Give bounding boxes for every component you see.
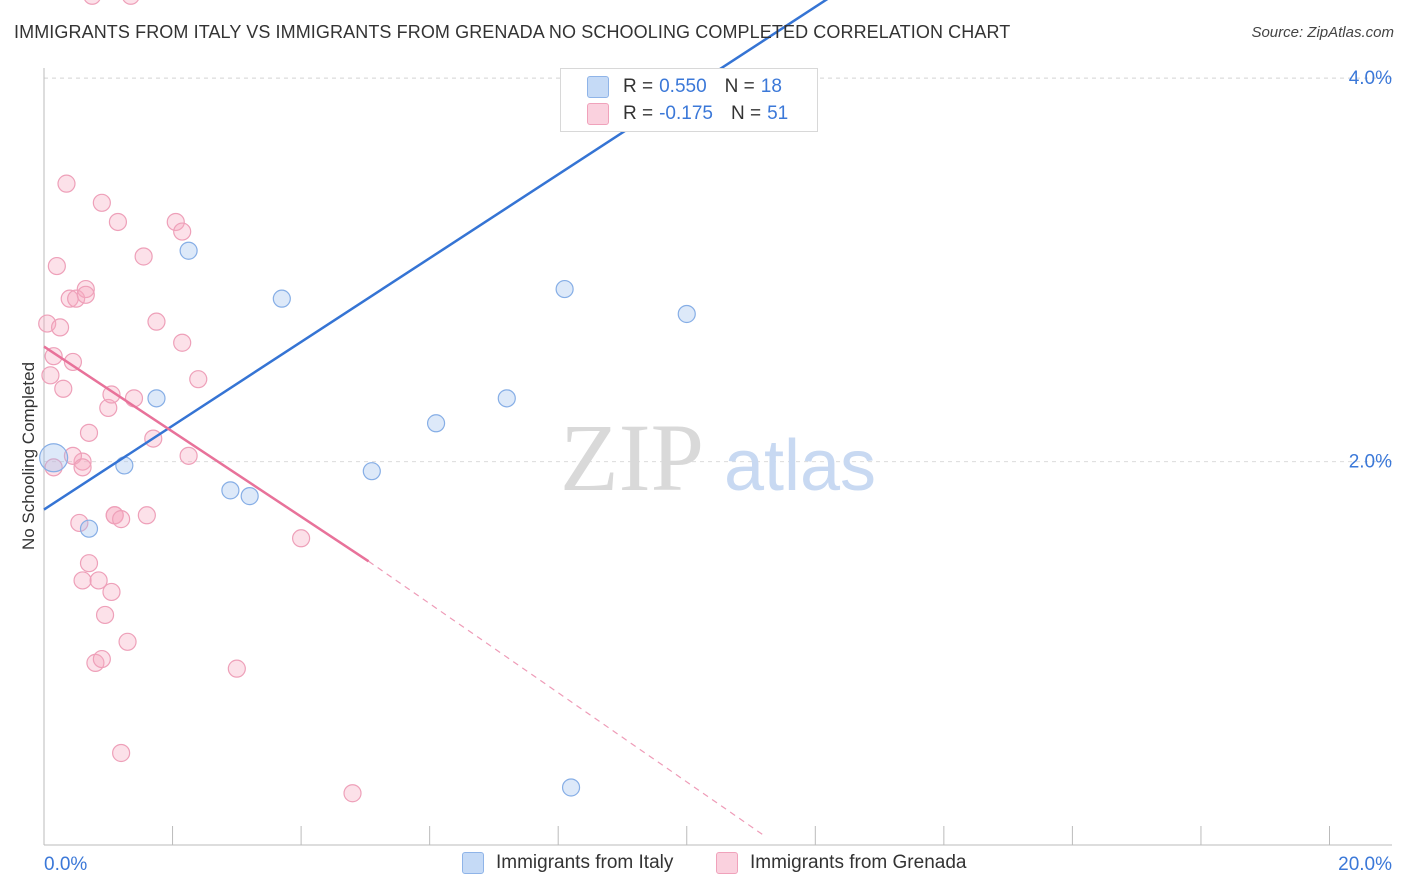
grenada-point-4 <box>47 256 66 276</box>
grenada-point-23 <box>99 398 118 418</box>
italy-point-0 <box>39 443 69 473</box>
legend-grenada-r-label: R = <box>623 103 654 124</box>
legend-grenada-n-value: 51 <box>767 103 789 124</box>
bottom-legend-italy: Immigrants from Italy <box>462 852 673 874</box>
bottom-legend-swatch-grenada <box>716 852 738 874</box>
correlation-legend: R = 0.550 N = 18 R = -0.175 N = 51 <box>560 68 818 132</box>
grenada-point-44 <box>189 370 208 389</box>
x-tick-label-min: 0.0% <box>44 854 87 875</box>
grenada-point-35 <box>137 506 156 525</box>
italy-point-14 <box>561 778 581 797</box>
italy-point-1 <box>79 519 99 538</box>
y-tick-label-2: 2.0% <box>1349 452 1392 473</box>
grenada-point-41 <box>173 222 192 241</box>
grenada-point-5 <box>50 318 70 337</box>
legend-italy-n-value: 18 <box>760 76 782 97</box>
italy-point-13 <box>555 279 574 299</box>
grenada-point-22 <box>95 605 115 625</box>
legend-italy-r-label: R = <box>623 76 654 97</box>
grenada-point-37 <box>147 312 166 331</box>
italy-point-5 <box>221 481 240 500</box>
chart-title: IMMIGRANTS FROM ITALY VS IMMIGRANTS FROM… <box>14 22 1011 42</box>
grenada-point-9 <box>63 352 83 372</box>
grenada-point-33 <box>124 389 144 408</box>
tick-labels: 2.0%4.0%6.0%8.0%0.0%20.0% <box>44 68 1392 875</box>
grenada-point-2 <box>44 347 63 366</box>
grenada-point-43 <box>179 446 198 465</box>
italy-point-10 <box>362 462 381 481</box>
grenada-point-47 <box>227 659 246 678</box>
legend-italy-n-label: N = <box>724 76 755 97</box>
grenada-point-7 <box>57 174 76 193</box>
italy-point-2 <box>115 456 134 475</box>
italy-point-11 <box>426 414 446 433</box>
grenada-point-24 <box>102 582 121 602</box>
x-tick-label-max: 20.0% <box>1338 854 1392 875</box>
italy-point-7 <box>272 289 291 308</box>
bottom-legend-italy-label: Immigrants from Italy <box>496 852 674 873</box>
italy-point-3 <box>147 389 166 408</box>
italy-point-15 <box>677 304 696 324</box>
legend-swatch-italy <box>587 76 609 98</box>
grenada-point-46 <box>73 458 92 477</box>
grenada-trend-extension <box>368 560 765 836</box>
grenada-point-21 <box>76 285 95 304</box>
grenada-point-11 <box>70 513 89 533</box>
grenada-point-34 <box>134 247 153 266</box>
series-grenada-points <box>38 0 362 803</box>
grenada-point-25 <box>92 193 111 212</box>
grenada-point-10 <box>67 289 86 308</box>
grenada-point-42 <box>173 333 192 352</box>
bottom-legend-grenada: Immigrants from Grenada <box>716 852 966 874</box>
y-axis-label: No Schooling Completed <box>19 362 38 550</box>
grenada-point-49 <box>343 784 362 803</box>
watermark-atlas: atlas <box>724 426 876 506</box>
legend-grenada-r-value: -0.175 <box>659 103 713 124</box>
grenada-point-16 <box>84 0 101 5</box>
legend-row-italy: R = 0.550 N = 18 <box>587 74 782 100</box>
grenada-point-50 <box>102 385 121 404</box>
grenada-point-1 <box>41 366 60 385</box>
italy-point-12 <box>497 389 516 408</box>
y-tick-label-4: 4.0% <box>1349 68 1392 89</box>
italy-point-4 <box>179 241 198 260</box>
grenada-point-12 <box>73 571 92 590</box>
axes <box>43 68 1392 846</box>
italy-point-6 <box>240 487 259 506</box>
legend-swatch-grenada <box>587 103 609 125</box>
bottom-legend-swatch-italy <box>462 852 484 874</box>
grenada-point-15 <box>79 554 99 573</box>
legend-italy-r-value: 0.550 <box>659 76 707 97</box>
grenada-point-40 <box>166 212 185 232</box>
legend-row-grenada: R = -0.175 N = 51 <box>587 101 788 127</box>
bottom-legend-grenada-label: Immigrants from Grenada <box>750 852 967 873</box>
grenada-point-14 <box>79 423 99 442</box>
grenada-point-30 <box>122 0 139 5</box>
grenada-point-18 <box>89 571 108 590</box>
grenada-point-19 <box>92 649 111 669</box>
grenada-trend-line <box>43 345 370 563</box>
grenada-point-6 <box>54 379 73 398</box>
grenada-point-45 <box>112 510 131 529</box>
grenada-point-20 <box>76 279 95 299</box>
watermark: ZIP atlas <box>560 404 876 511</box>
legend-grenada-n-label: N = <box>730 103 762 124</box>
grenada-point-28 <box>118 632 137 651</box>
grenada-point-39 <box>108 212 128 232</box>
grenada-point-13 <box>73 452 92 471</box>
watermark-zip: ZIP <box>560 404 704 511</box>
grenada-point-48 <box>292 529 311 548</box>
grenada-point-27 <box>112 743 131 763</box>
source-credit: Source: ZipAtlas.com <box>1251 24 1394 41</box>
series-italy-points <box>39 241 696 797</box>
